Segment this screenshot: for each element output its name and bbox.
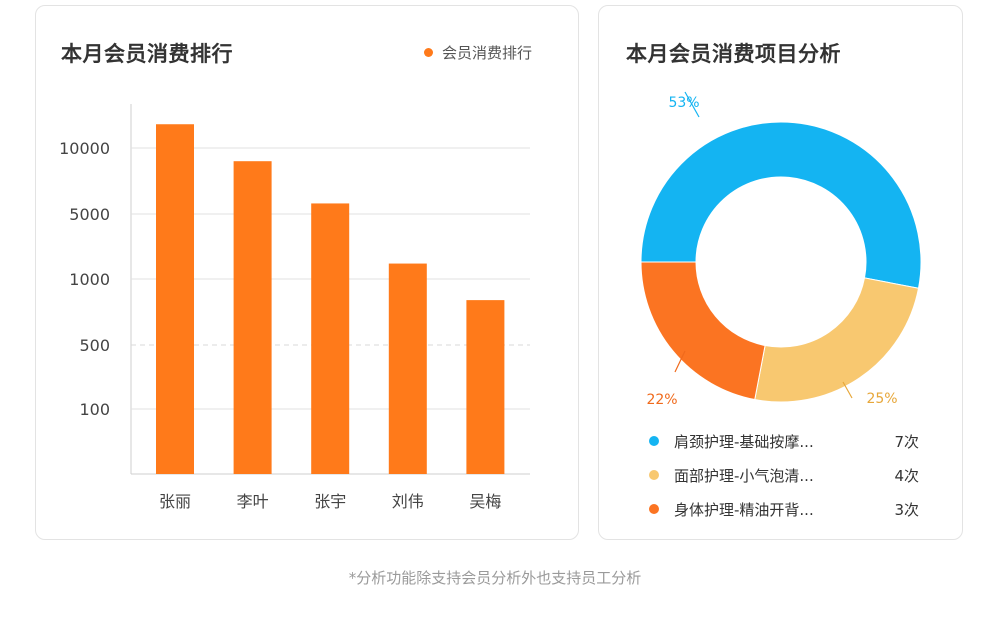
x-category-label: 张宇: [314, 492, 346, 511]
legend-dot-icon: [649, 436, 659, 446]
legend-dot-icon: [649, 504, 659, 514]
member-ranking-title: 本月会员消费排行: [61, 42, 233, 66]
slice-percent-label: 53%: [668, 95, 699, 111]
slice-label-leader: [684, 91, 700, 118]
slice-percent-label: 22%: [646, 392, 677, 408]
y-tick-label: 5000: [69, 205, 110, 224]
donut-slice: [640, 121, 922, 289]
y-tick-label: 100: [79, 400, 110, 419]
footnote: *分析功能除支持会员分析外也支持员工分析: [348, 569, 642, 587]
slice-percent-label: 25%: [866, 391, 897, 407]
legend-label: 会员消费排行: [441, 44, 532, 62]
member-ranking-legend[interactable]: 会员消费排行: [423, 42, 532, 63]
x-category-label: 李叶: [237, 492, 269, 511]
bar: [156, 124, 194, 475]
item-analysis-title: 本月会员消费项目分析: [626, 42, 841, 66]
x-category-label: 吴梅: [469, 492, 501, 511]
donut-legend-item[interactable]: 肩颈护理-基础按摩... 7次: [649, 424, 919, 458]
legend-dot-icon: [423, 48, 433, 57]
legend-dot-icon: [649, 470, 659, 480]
slice-label-leader: [842, 381, 853, 399]
bar-chart: 100 500 1000 5000 10000 张丽 李叶 张宇 刘伟 吴梅: [59, 104, 530, 511]
donut-legend-count: 3次: [894, 500, 919, 519]
x-category-label: 张丽: [159, 492, 191, 511]
item-analysis-card: 本月会员消费项目分析 53% 25% 22% 肩颈护理-基础按摩... 7次 面部护…: [598, 5, 963, 540]
y-tick-label: 1000: [69, 270, 110, 289]
donut-legend-label: 身体护理-精油开背...: [674, 500, 814, 519]
y-tick-label: 500: [79, 336, 110, 355]
x-category-label: 刘伟: [392, 492, 424, 511]
bar: [311, 203, 350, 474]
bar: [233, 161, 272, 474]
donut-slice: [640, 261, 766, 401]
slice-label-leader: [674, 350, 686, 373]
donut-legend-count: 7次: [894, 432, 919, 451]
donut-legend-label: 面部护理-小气泡清...: [674, 466, 814, 485]
donut-slice: [754, 277, 920, 403]
donut-legend-count: 4次: [894, 466, 919, 485]
donut-legend-item[interactable]: 面部护理-小气泡清... 4次: [649, 458, 919, 492]
donut-legend: 肩颈护理-基础按摩... 7次 面部护理-小气泡清... 4次 身体护理-精油开…: [649, 424, 919, 526]
bar: [466, 300, 505, 474]
donut-legend-item[interactable]: 身体护理-精油开背... 3次: [649, 492, 919, 526]
y-tick-label: 10000: [59, 139, 110, 158]
member-ranking-card: 本月会员消费排行 会员消费排行 100 500 1000 5000 10000 张丽 李叶 张…: [35, 5, 579, 540]
bar: [388, 263, 427, 474]
donut-legend-label: 肩颈护理-基础按摩...: [674, 432, 814, 451]
donut-chart: 53% 25% 22%: [640, 91, 922, 408]
